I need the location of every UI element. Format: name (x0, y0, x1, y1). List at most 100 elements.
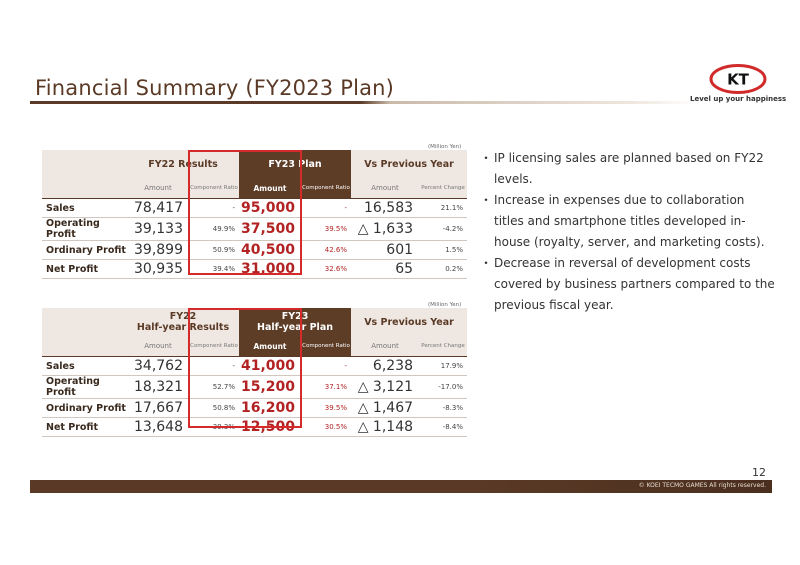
diff-pct: 21.1% (419, 198, 468, 218)
subheader-percent-change: Percent Change (419, 178, 468, 199)
subheader-amount: Amount (127, 178, 189, 199)
plan-amount: 31,000 (239, 259, 301, 279)
fy22-amount: 78,417 (127, 198, 189, 218)
diff-pct: 0.2% (419, 259, 468, 279)
row-label: Net Profit (42, 417, 127, 437)
row-label: Operating Profit (42, 375, 127, 399)
copyright: © KOEI TECMO GAMES All rights reserved. (638, 482, 766, 489)
fy22-ratio: 39.3% (189, 417, 240, 437)
diff-amount: △ 1,633 (351, 217, 420, 241)
plan-ratio: 39.5% (301, 398, 352, 418)
table2-unit: (Million Yen) (428, 302, 462, 308)
bullet-text: IP licensing sales are planned based on … (494, 151, 764, 186)
half-year-summary-table: FY22 Half-year Results FY23 Half-year Pl… (42, 308, 468, 437)
header-corner-sub (42, 178, 127, 199)
fy22-ratio: - (189, 198, 239, 218)
fy22-amount: 13,648 (127, 417, 189, 437)
plan-ratio: 42.6% (301, 240, 352, 260)
koei-tecmo-logo: KT (709, 64, 767, 94)
table-row: Net Profit 13,648 39.3% 12,500 30.5% △ 1… (42, 417, 468, 437)
col-group-line1: FY22 (169, 311, 197, 322)
bullet-marker: ・ (480, 151, 493, 165)
col-group-vs-previous: Vs Previous Year (351, 308, 468, 336)
subheader-component-ratio: Component Ratio (301, 336, 352, 357)
diff-amount: 601 (351, 240, 420, 260)
row-label: Ordinary Profit (42, 240, 127, 260)
table-row: Sales 34,762 - 41,000 - 6,238 17.9% (42, 356, 468, 376)
diff-pct: -17.0% (419, 375, 468, 399)
row-label: Sales (42, 198, 127, 218)
bullet-item: ・ Increase in expenses due to collaborat… (480, 190, 775, 253)
fy22-amount: 34,762 (127, 356, 189, 376)
col-group-fy23-half-plan: FY23 Half-year Plan (239, 308, 352, 336)
plan-ratio: 37.1% (301, 375, 352, 399)
subheader-amount: Amount (127, 336, 189, 357)
diff-pct: -4.2% (419, 217, 468, 241)
fy22-amount: 17,667 (127, 398, 189, 418)
table-row: Operating Profit 18,321 52.7% 15,200 37.… (42, 375, 468, 399)
bullet-text: Decrease in reversal of development cost… (494, 256, 775, 312)
subheader-component-ratio: Component Ratio (189, 336, 240, 357)
plan-ratio: 32.6% (301, 259, 352, 279)
diff-pct: 1.5% (419, 240, 468, 260)
plan-ratio: 30.5% (301, 417, 352, 437)
header-corner (42, 150, 127, 178)
plan-amount: 16,200 (239, 398, 302, 418)
subheader-component-ratio: Component Ratio (189, 178, 239, 199)
plan-amount: 12,500 (239, 417, 302, 437)
table-row: Sales 78,417 - 95,000 - 16,583 21.1% (42, 198, 468, 218)
subheader-amount: Amount (239, 178, 301, 199)
plan-ratio: - (301, 356, 352, 376)
diff-pct: -8.3% (419, 398, 468, 418)
title-underline (30, 101, 700, 104)
bullet-item: ・ IP licensing sales are planned based o… (480, 148, 775, 190)
tagline: Level up your happiness (690, 95, 787, 103)
bullet-item: ・ Decrease in reversal of development co… (480, 253, 775, 316)
fy22-amount: 18,321 (127, 375, 189, 399)
fy22-amount: 39,133 (127, 217, 189, 241)
fy22-ratio: 50.8% (189, 398, 240, 418)
diff-pct: -8.4% (419, 417, 468, 437)
diff-amount: △ 1,467 (351, 398, 420, 418)
diff-amount: △ 3,121 (351, 375, 420, 399)
plan-ratio: 39.5% (301, 217, 352, 241)
row-label: Operating Profit (42, 217, 127, 241)
subheader-amount: Amount (351, 336, 420, 357)
fy22-ratio: 39.4% (189, 259, 239, 279)
row-label: Net Profit (42, 259, 127, 279)
diff-amount: 6,238 (351, 356, 420, 376)
header-corner (42, 308, 127, 336)
diff-amount: 16,583 (351, 198, 420, 218)
fy22-ratio: 50.9% (189, 240, 239, 260)
table-row: Net Profit 30,935 39.4% 31,000 32.6% 65 … (42, 259, 468, 279)
bullet-text: Increase in expenses due to collaboratio… (494, 193, 765, 249)
col-group-vs-previous: Vs Previous Year (351, 150, 468, 178)
col-group-line1: FY23 (281, 311, 309, 322)
subheader-percent-change: Percent Change (419, 336, 468, 357)
col-group-fy22-half: FY22 Half-year Results (127, 308, 240, 336)
page-number: 12 (752, 466, 766, 479)
bullet-marker: ・ (480, 193, 493, 207)
plan-amount: 95,000 (239, 198, 301, 218)
fy22-amount: 30,935 (127, 259, 189, 279)
subheader-amount: Amount (239, 336, 302, 357)
plan-amount: 15,200 (239, 375, 302, 399)
header-corner-sub (42, 336, 127, 357)
commentary-bullets: ・ IP licensing sales are planned based o… (480, 148, 775, 316)
table-row: Operating Profit 39,133 49.9% 37,500 39.… (42, 217, 468, 241)
plan-amount: 41,000 (239, 356, 302, 376)
col-group-fy22: FY22 Results (127, 150, 239, 178)
table-row: Ordinary Profit 17,667 50.8% 16,200 39.5… (42, 398, 468, 418)
page-title: Financial Summary (FY2023 Plan) (35, 76, 395, 100)
logo-text: KT (727, 71, 750, 89)
col-group-line2: Half-year Plan (257, 322, 333, 333)
table-row: Ordinary Profit 39,899 50.9% 40,500 42.6… (42, 240, 468, 260)
fy22-amount: 39,899 (127, 240, 189, 260)
diff-amount: △ 1,148 (351, 417, 420, 437)
plan-amount: 40,500 (239, 240, 301, 260)
bullet-marker: ・ (480, 256, 493, 270)
diff-pct: 17.9% (419, 356, 468, 376)
row-label: Sales (42, 356, 127, 376)
diff-amount: 65 (351, 259, 420, 279)
row-label: Ordinary Profit (42, 398, 127, 418)
